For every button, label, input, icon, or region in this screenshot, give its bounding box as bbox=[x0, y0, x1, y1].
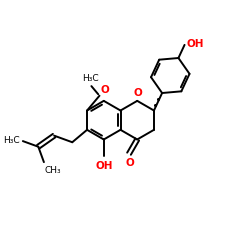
Text: O: O bbox=[100, 85, 109, 95]
Text: O: O bbox=[126, 158, 134, 168]
Text: OH: OH bbox=[95, 161, 112, 171]
Text: CH₃: CH₃ bbox=[45, 166, 62, 175]
Text: H₃C: H₃C bbox=[82, 74, 99, 83]
Text: OH: OH bbox=[186, 39, 204, 49]
Text: O: O bbox=[134, 88, 142, 98]
Text: H₃C: H₃C bbox=[3, 136, 20, 145]
